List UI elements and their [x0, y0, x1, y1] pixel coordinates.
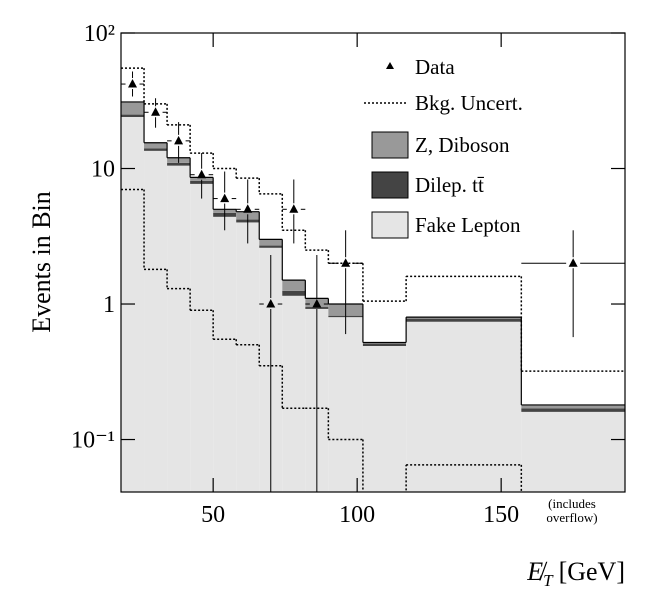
data-point	[197, 169, 207, 179]
bar-segment	[282, 295, 306, 492]
bar-segment	[167, 165, 191, 492]
legend-marker	[386, 62, 394, 69]
legend-label: Dilep. tt̄	[415, 173, 485, 197]
legend-label: Z, Diboson	[415, 133, 510, 157]
y-tick-label: 1	[103, 292, 115, 318]
bar-segment	[121, 101, 145, 115]
data-point	[266, 299, 276, 308]
data-point	[289, 204, 299, 213]
legend-label: Bkg. Uncert.	[415, 91, 523, 115]
bar-segment	[144, 148, 168, 151]
bar-segment	[406, 318, 522, 322]
bar-segment	[282, 290, 306, 296]
data-point	[568, 258, 578, 267]
bar-segment	[259, 245, 283, 248]
x-label-symbol: E̸	[526, 557, 548, 586]
frame	[120, 32, 626, 493]
y-axis-label: Events in Bin	[27, 191, 56, 333]
bar-segment	[406, 317, 522, 319]
legend-swatch	[371, 211, 409, 239]
bar-segment	[167, 162, 191, 166]
bar-segment	[521, 404, 625, 409]
legend-swatch	[371, 131, 409, 159]
bar-segment	[190, 183, 214, 492]
bar-segment	[362, 346, 407, 492]
annotation: overflow)	[546, 510, 597, 525]
legend-label: Data	[415, 55, 455, 79]
bar-segment	[121, 116, 145, 492]
x-tick-label: 150	[483, 502, 519, 528]
bar-segment	[190, 177, 214, 181]
data-point	[151, 107, 161, 116]
data-point	[341, 258, 351, 267]
bar-segment	[521, 411, 625, 492]
data-point	[243, 204, 253, 213]
y-tick-label: 10⁻¹	[71, 428, 115, 454]
y-tick-label: 10²	[84, 21, 115, 47]
data-point	[220, 193, 230, 203]
bar-segment	[121, 114, 145, 117]
y-tick-label: 10	[91, 157, 115, 183]
x-tick-label: 50	[201, 502, 225, 528]
legend-label: Fake Lepton	[415, 213, 521, 237]
legend-swatch	[371, 171, 409, 199]
bar-segment	[282, 280, 306, 291]
bar-segment	[406, 321, 522, 492]
x-axis-label: E̸T [GeV]	[526, 557, 625, 590]
data-point	[312, 299, 322, 308]
bar-segment	[521, 408, 625, 412]
bar-segment	[144, 150, 168, 492]
data-point	[174, 135, 184, 145]
bar-segment	[259, 239, 283, 246]
bar-segment	[328, 317, 363, 492]
data-point	[128, 79, 138, 88]
plot-area	[121, 67, 625, 492]
bar-segment	[305, 307, 329, 309]
annotation: (includes	[548, 496, 596, 511]
bar-segment	[213, 216, 237, 492]
bar-segment	[362, 343, 407, 347]
x-label-unit: [GeV]	[559, 557, 625, 586]
bar-segment	[236, 222, 260, 492]
bar-segment	[144, 142, 168, 149]
x-label-subscript: T	[543, 571, 554, 590]
x-tick-label: 100	[339, 502, 375, 528]
